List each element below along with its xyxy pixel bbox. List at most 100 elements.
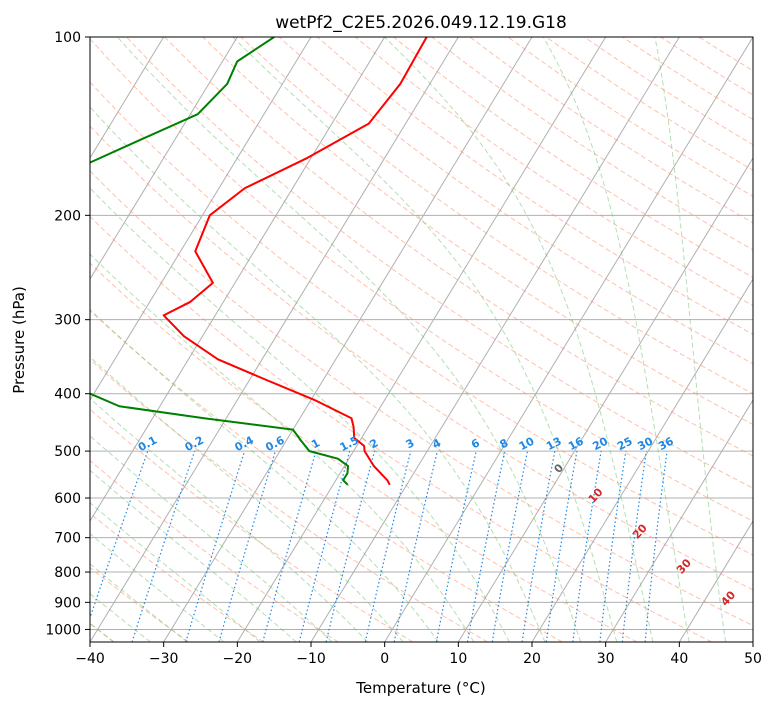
- x-axis-ticks: −40 −30 −20 −10 0 10 20 30 40 50: [75, 642, 762, 667]
- mixing-ratio-lines: [90, 450, 668, 642]
- y-tick-label: 200: [54, 208, 81, 224]
- mixing-ratio-line: [491, 450, 529, 642]
- mixing-ratio-line: [185, 450, 246, 642]
- isotherm-line: [90, 37, 312, 401]
- mixing-ratio-line: [599, 451, 627, 642]
- mixing-ratio-label: 3: [404, 436, 417, 451]
- moist-adiabat-line: [90, 533, 225, 642]
- isotherm-line: [90, 37, 165, 159]
- dry-adiabat-line: [90, 459, 339, 642]
- mixing-ratio-label: 30: [636, 434, 656, 453]
- mixing-ratio-line: [466, 450, 506, 642]
- plot-frame: [89, 36, 754, 643]
- mixing-ratio-line: [364, 450, 412, 642]
- moist-adiabat-line: [90, 563, 188, 642]
- y-tick-label: 300: [54, 313, 81, 329]
- y-tick-label: 500: [54, 444, 81, 460]
- dry-adiabat-line: [278, 37, 753, 365]
- x-tick-label: 50: [744, 651, 762, 667]
- isotherm-line: [90, 37, 459, 642]
- x-tick-label: 40: [670, 651, 688, 667]
- moist-adiabat-line: [90, 106, 546, 642]
- moist-adiabat-line: [116, 37, 582, 642]
- moist-adiabat-line: [654, 37, 727, 642]
- mixing-ratio-label: 13: [544, 435, 564, 454]
- temperature-profile-line: [162, 37, 428, 486]
- isotherm-line: [90, 37, 238, 280]
- y-tick-label: 100: [54, 30, 81, 46]
- isotherm-line: [384, 37, 753, 642]
- dry-adiabat-line: [90, 358, 488, 642]
- dry-adiabat-line: [90, 566, 190, 642]
- chart-title: wetPf2_C2E5.2026.049.12.19.G18: [275, 13, 567, 33]
- y-tick-label: 800: [54, 565, 81, 581]
- moist-adiabat-label: 30: [674, 556, 694, 576]
- dry-adiabat-line: [355, 37, 753, 307]
- y-axis-label: Pressure (hPa): [10, 286, 28, 394]
- moist-adiabat-line: [90, 253, 475, 642]
- x-tick-label: −40: [75, 651, 105, 667]
- isotherm-line: [90, 37, 386, 522]
- dry-adiabat-line: [90, 310, 563, 642]
- dry-adiabat-line: [202, 37, 753, 426]
- y-tick-label: 1000: [45, 622, 81, 638]
- isotherm-line: [531, 278, 753, 642]
- sounding-profiles: [90, 37, 428, 486]
- mixing-ratio-label: 4: [430, 436, 443, 451]
- mixing-ratio-line: [572, 451, 602, 642]
- moist-adiabat-label: 0: [551, 461, 566, 476]
- dewpoint-profile-line: [90, 37, 350, 486]
- isotherm-line: [310, 37, 680, 642]
- dry-adiabat-line: [431, 37, 753, 251]
- dry-adiabat-line: [90, 215, 712, 642]
- y-tick-label: 400: [54, 387, 81, 403]
- dry-adiabat-line: [622, 37, 753, 121]
- dry-adiabat-line: [90, 262, 638, 642]
- mixing-ratio-line: [90, 450, 149, 620]
- moist-adiabat-line: [90, 308, 439, 642]
- moist-adiabat-line: [90, 356, 404, 642]
- moist-adiabat-line: [90, 187, 510, 642]
- moist-adiabat-line: [90, 435, 333, 642]
- isobar-gridlines: [90, 37, 753, 630]
- moist-adiabat-line: [90, 397, 369, 642]
- dry-adiabat-line: [469, 37, 753, 224]
- mixing-ratio-label: 20: [590, 434, 610, 453]
- dry-adiabat-line: [90, 125, 753, 591]
- dry-adiabat-line: [90, 512, 264, 642]
- x-tick-label: −10: [296, 651, 326, 667]
- moist-adiabat-line: [542, 37, 690, 642]
- dry-adiabat-line: [126, 37, 753, 489]
- dry-adiabat-line: [90, 38, 753, 522]
- dry-adiabat-line: [90, 170, 753, 627]
- dry-adiabat-line: [90, 408, 414, 642]
- mixing-ratio-label: 25: [615, 435, 635, 454]
- mixing-ratio-line: [218, 450, 276, 642]
- x-tick-label: 0: [380, 651, 389, 667]
- y-axis-ticks: 100 200 300 400 500 600 700 800 900 1000: [45, 30, 90, 638]
- dry-adiabat-line: [90, 81, 753, 556]
- mixing-ratio-line: [131, 450, 196, 642]
- isotherm-line: [457, 157, 753, 642]
- x-axis-label: Temperature (°C): [355, 679, 485, 697]
- isotherm-line: [605, 399, 753, 642]
- mixing-ratio-line: [262, 450, 317, 642]
- moist-adiabat-line: [232, 37, 618, 642]
- y-tick-label: 600: [54, 491, 81, 507]
- x-tick-label: 30: [597, 651, 615, 667]
- dry-adiabat-lines: [90, 37, 753, 642]
- isotherm-line: [752, 641, 753, 642]
- moist-adiabat-line: [384, 37, 654, 642]
- isotherm-line: [163, 37, 533, 642]
- moist-adiabat-line: [90, 469, 297, 642]
- mixing-ratio-line: [393, 450, 438, 642]
- dry-adiabat-label: -10: [41, 415, 65, 438]
- moist-adiabat-label: 20: [630, 521, 650, 541]
- mixing-ratio-label: 6: [469, 436, 482, 451]
- isotherm-line: [236, 37, 607, 642]
- y-tick-label: 700: [54, 531, 81, 547]
- x-tick-label: −30: [149, 651, 179, 667]
- x-tick-label: 20: [523, 651, 541, 667]
- dry-adiabat-line: [698, 37, 753, 72]
